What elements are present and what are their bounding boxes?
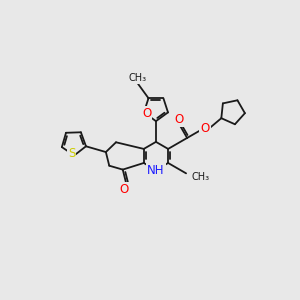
Text: O: O — [120, 183, 129, 196]
Text: CH₃: CH₃ — [129, 73, 147, 83]
Text: S: S — [68, 148, 76, 160]
Text: CH₃: CH₃ — [191, 172, 209, 182]
Text: O: O — [200, 122, 210, 135]
Text: NH: NH — [147, 164, 165, 177]
Text: O: O — [175, 112, 184, 126]
Text: O: O — [142, 107, 152, 120]
